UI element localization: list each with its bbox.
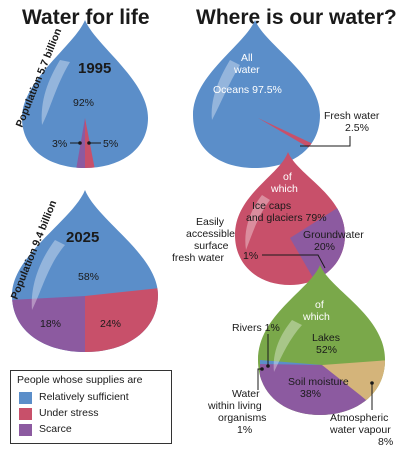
legend-label-sufficient: Relatively sufficient [39, 391, 129, 403]
label-fresh-pct: 2.5% [345, 122, 369, 134]
legend-title: People whose supplies are [17, 374, 143, 386]
right-title: Where is our water? [196, 6, 397, 29]
label-all: All [241, 52, 253, 64]
label-atm-1: Atmospheric [330, 412, 388, 424]
label-easily-1: Easily [196, 216, 225, 228]
year-1995: 1995 [78, 60, 111, 77]
label-easily-2: accessible [186, 228, 235, 240]
label-lakes-pct: 52% [316, 344, 337, 356]
slice-soil-moisture [260, 362, 385, 415]
label-one-pct: 1% [243, 250, 258, 262]
label-ground-1: Groundwater [303, 229, 364, 241]
label-rivers: Rivers 1% [232, 322, 280, 334]
label-living-4: 1% [237, 424, 252, 436]
legend-swatch-scarce [19, 424, 32, 436]
label-ground-2: 20% [314, 241, 335, 253]
label-ice-2: and glaciers 79% [246, 212, 327, 224]
label-of-1: of [283, 171, 292, 183]
label-which-1: which [270, 183, 298, 195]
label-lakes: Lakes [312, 332, 340, 344]
value-1995-3: 3% [52, 138, 67, 150]
label-oceans: Oceans 97.5% [213, 84, 282, 96]
value-1995-92: 92% [73, 97, 94, 109]
value-2025-58: 58% [78, 271, 99, 283]
label-atm-2: water vapour [329, 424, 391, 436]
label-easily-3: surface [194, 240, 229, 252]
label-of-2: of [315, 299, 324, 311]
legend-label-scarce: Scarce [39, 423, 72, 435]
label-easily-4: fresh water [172, 252, 224, 264]
year-2025: 2025 [66, 229, 99, 246]
value-2025-18: 18% [40, 318, 61, 330]
legend-swatch-stress [19, 408, 32, 420]
drop-surface [258, 265, 385, 415]
label-living-1: Water [232, 388, 260, 400]
value-1995-5: 5% [103, 138, 118, 150]
value-2025-24: 24% [100, 318, 121, 330]
label-which-2: which [302, 311, 330, 323]
legend: People whose supplies are Relatively suf… [10, 370, 172, 444]
label-ice-1: Ice caps [252, 200, 291, 212]
label-fresh-water: Fresh water [324, 110, 380, 122]
legend-label-stress: Under stress [39, 407, 99, 419]
slice-2025-stress [85, 288, 158, 352]
left-title: Water for life [22, 6, 150, 29]
slice-rivers [260, 360, 322, 365]
label-living-3: organisms [218, 412, 266, 424]
label-living-2: within living [207, 400, 262, 412]
label-soil: Soil moisture [288, 376, 349, 388]
legend-swatch-sufficient [19, 392, 32, 404]
label-soil-pct: 38% [300, 388, 321, 400]
label-atm-3: 8% [378, 436, 393, 448]
label-water: water [233, 64, 260, 76]
drop-1995 [22, 20, 148, 168]
